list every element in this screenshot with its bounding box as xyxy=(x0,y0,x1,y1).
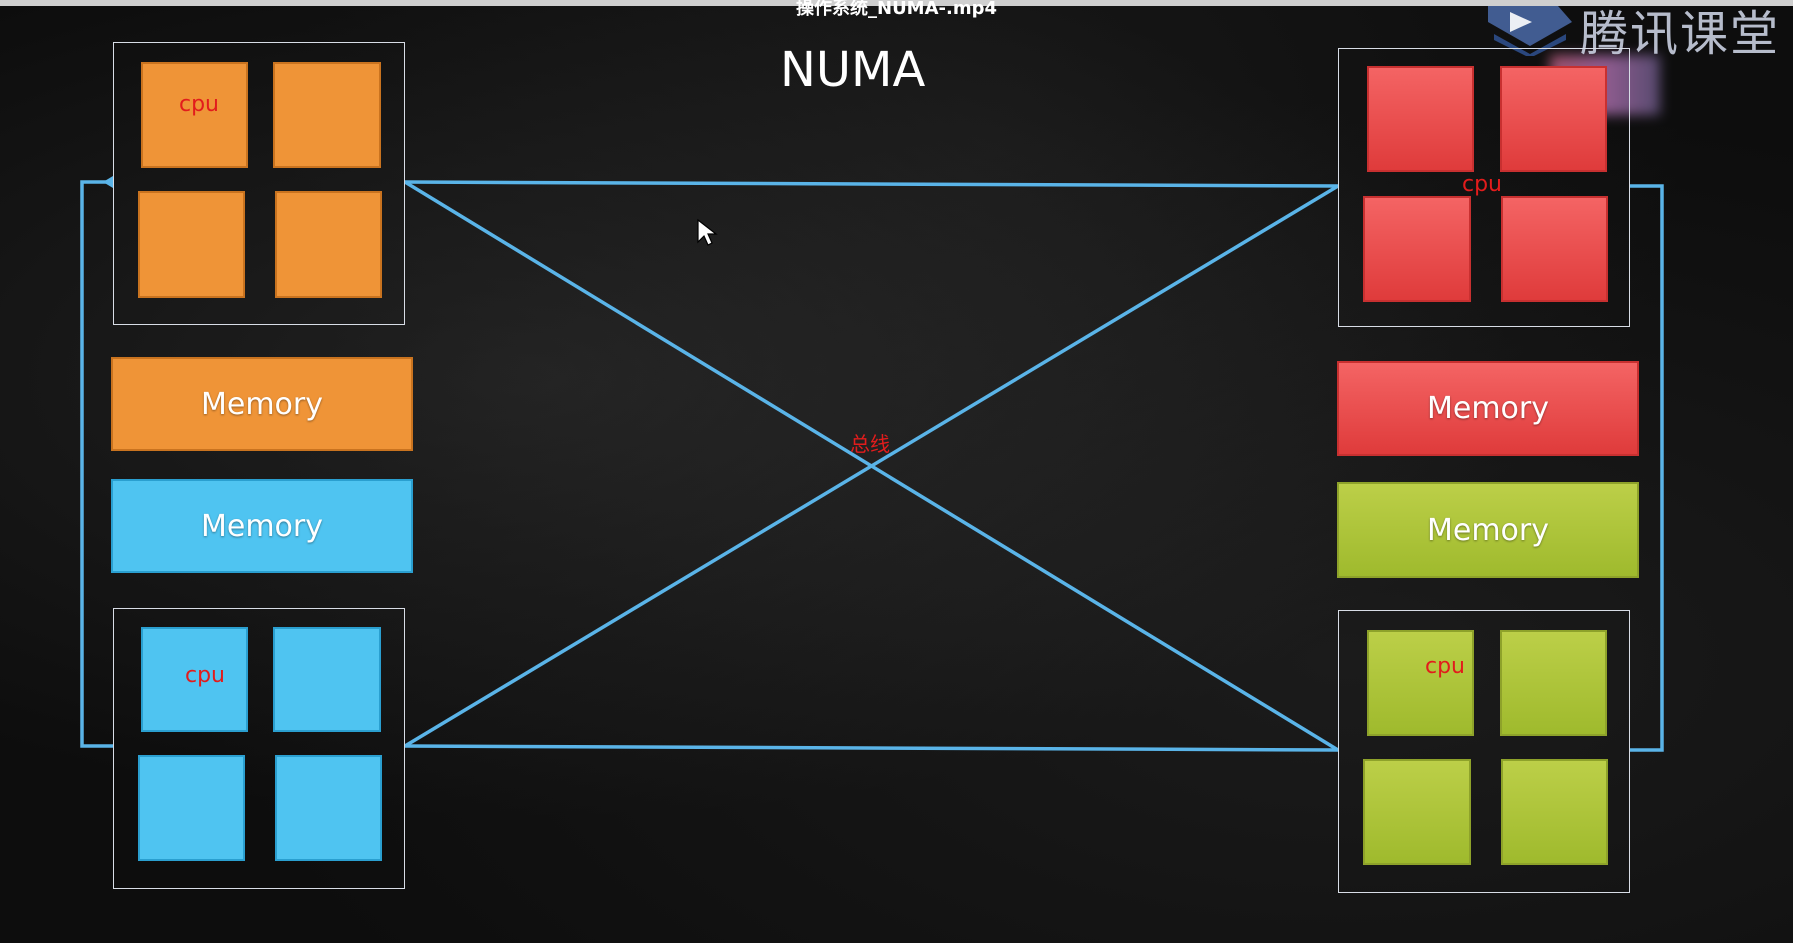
cpu-core: cpu xyxy=(141,627,248,732)
cpu-core xyxy=(1363,759,1471,865)
memory-block-bottom-left: Memory xyxy=(111,479,413,573)
cpu-core xyxy=(275,191,382,298)
cpu-core xyxy=(1500,66,1607,172)
cpu-group-bottom-left xyxy=(113,608,405,889)
bus-line-bottom xyxy=(404,744,1339,752)
brand-text: 腾讯课堂 xyxy=(1580,6,1781,62)
right-loop-connector xyxy=(1630,184,1664,752)
left-loop-connector xyxy=(80,180,113,748)
cpu-label: cpu xyxy=(179,92,220,117)
cpu-group-top-right xyxy=(1338,48,1630,327)
cpu-core xyxy=(138,191,245,298)
cpu-core xyxy=(1500,630,1607,736)
cpu-group-top-left xyxy=(113,42,405,325)
memory-block-top-left: Memory xyxy=(111,357,413,451)
cpu-core xyxy=(1501,196,1608,302)
bus-line-top xyxy=(404,180,1339,188)
window-title-bar xyxy=(0,0,1793,6)
cpu-core xyxy=(1501,759,1608,865)
cpu-label: cpu xyxy=(185,663,226,688)
cpu-core: cpu xyxy=(1367,630,1474,736)
memory-block-top-right: Memory xyxy=(1337,361,1639,456)
arrow-head-icon xyxy=(103,176,113,188)
bus-label: 总线 xyxy=(850,432,890,456)
cpu-core xyxy=(273,627,381,732)
diagram-title: NUMA xyxy=(780,42,926,98)
cpu-core xyxy=(1363,196,1471,302)
cpu-core xyxy=(1367,66,1474,172)
tencent-classroom-logo-icon xyxy=(1488,6,1572,56)
cpu-label: cpu xyxy=(1425,654,1466,679)
cpu-core: cpu xyxy=(141,62,248,168)
video-title: 操作系统_NUMA-.mp4 xyxy=(796,0,997,19)
cpu-core xyxy=(273,62,381,168)
cpu-group-bottom-right xyxy=(1338,610,1630,893)
cpu-core xyxy=(138,755,245,861)
cpu-core xyxy=(275,755,382,861)
memory-block-bottom-right: Memory xyxy=(1337,482,1639,578)
cpu-label: cpu xyxy=(1462,172,1503,197)
mouse-cursor-icon xyxy=(697,218,718,246)
bus-line-diagonal-up xyxy=(404,184,1339,748)
